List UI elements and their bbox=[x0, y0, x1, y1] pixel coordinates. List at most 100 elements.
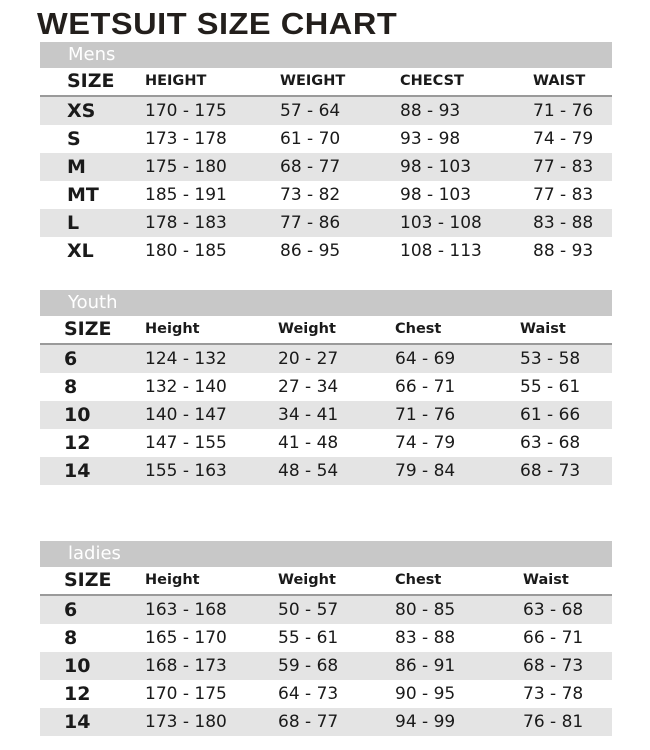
column-header-chest: CHECST bbox=[400, 73, 464, 89]
column-header-chest: Chest bbox=[395, 572, 442, 588]
cell-weight: 34 - 41 bbox=[278, 405, 339, 425]
cell-height: 147 - 155 bbox=[145, 433, 227, 453]
cell-waist: 88 - 93 bbox=[533, 241, 594, 261]
cell-waist: 77 - 83 bbox=[533, 185, 594, 205]
cell-size: 6 bbox=[64, 348, 78, 370]
cell-chest: 108 - 113 bbox=[400, 241, 482, 261]
cell-height: 155 - 163 bbox=[145, 461, 227, 481]
table-row: 8 132 - 140 27 - 34 66 - 71 55 - 61 bbox=[40, 373, 612, 401]
cell-waist: 63 - 68 bbox=[520, 433, 581, 453]
cell-weight: 61 - 70 bbox=[280, 129, 341, 149]
cell-chest: 80 - 85 bbox=[395, 600, 456, 620]
youth-size-table: Youth SIZE Height Weight Chest Waist 6 124 - 13… bbox=[40, 290, 612, 485]
cell-weight: 77 - 86 bbox=[280, 213, 341, 233]
cell-height: 140 - 147 bbox=[145, 405, 227, 425]
cell-size: L bbox=[67, 212, 80, 234]
ladies-size-table: ladies SIZE Height Weight Chest Waist 6 163 - 1… bbox=[40, 541, 612, 736]
cell-weight: 27 - 34 bbox=[278, 377, 339, 397]
cell-size: XS bbox=[67, 100, 96, 122]
table-row: 14 155 - 163 48 - 54 79 - 84 68 - 73 bbox=[40, 457, 612, 485]
cell-weight: 68 - 77 bbox=[278, 712, 339, 732]
cell-chest: 66 - 71 bbox=[395, 377, 456, 397]
cell-size: 10 bbox=[64, 404, 91, 426]
cell-chest: 64 - 69 bbox=[395, 349, 456, 369]
column-header-chest: Chest bbox=[395, 321, 442, 337]
column-header-size: SIZE bbox=[67, 70, 115, 92]
cell-height: 175 - 180 bbox=[145, 157, 227, 177]
header-row: SIZE Height Weight Chest Waist bbox=[40, 567, 612, 596]
cell-size: 12 bbox=[64, 432, 91, 454]
cell-size: 14 bbox=[64, 460, 91, 482]
table-row: 8 165 - 170 55 - 61 83 - 88 66 - 71 bbox=[40, 624, 612, 652]
cell-height: 163 - 168 bbox=[145, 600, 227, 620]
cell-weight: 64 - 73 bbox=[278, 684, 339, 704]
table-row: 12 170 - 175 64 - 73 90 - 95 73 - 78 bbox=[40, 680, 612, 708]
cell-weight: 20 - 27 bbox=[278, 349, 339, 369]
cell-waist: 73 - 78 bbox=[523, 684, 584, 704]
section-label: ladies bbox=[40, 541, 612, 567]
cell-height: 173 - 180 bbox=[145, 712, 227, 732]
section-label: Mens bbox=[40, 42, 612, 68]
cell-height: 124 - 132 bbox=[145, 349, 227, 369]
cell-waist: 71 - 76 bbox=[533, 101, 594, 121]
cell-height: 185 - 191 bbox=[145, 185, 227, 205]
cell-chest: 94 - 99 bbox=[395, 712, 456, 732]
header-row: SIZE Height Weight Chest Waist bbox=[40, 316, 612, 345]
cell-chest: 90 - 95 bbox=[395, 684, 456, 704]
table-row: M 175 - 180 68 - 77 98 - 103 77 - 83 bbox=[40, 153, 612, 181]
cell-weight: 50 - 57 bbox=[278, 600, 339, 620]
page-title: WETSUIT SIZE CHART bbox=[37, 6, 398, 41]
cell-size: 12 bbox=[64, 683, 91, 705]
cell-waist: 83 - 88 bbox=[533, 213, 594, 233]
table-row: 6 163 - 168 50 - 57 80 - 85 63 - 68 bbox=[40, 596, 612, 624]
table-row: L 178 - 183 77 - 86 103 - 108 83 - 88 bbox=[40, 209, 612, 237]
cell-chest: 86 - 91 bbox=[395, 656, 456, 676]
mens-size-table: Mens SIZE HEIGHT WEIGHT CHECST WAIST XS 170 - 1… bbox=[40, 42, 612, 265]
cell-waist: 68 - 73 bbox=[523, 656, 584, 676]
cell-chest: 98 - 103 bbox=[400, 157, 472, 177]
table-row: XS 170 - 175 57 - 64 88 - 93 71 - 76 bbox=[40, 97, 612, 125]
cell-weight: 55 - 61 bbox=[278, 628, 339, 648]
cell-chest: 79 - 84 bbox=[395, 461, 456, 481]
table-row: 6 124 - 132 20 - 27 64 - 69 53 - 58 bbox=[40, 345, 612, 373]
cell-weight: 41 - 48 bbox=[278, 433, 339, 453]
cell-size: M bbox=[67, 156, 86, 178]
column-header-weight: WEIGHT bbox=[280, 73, 346, 89]
column-header-waist: Waist bbox=[523, 572, 569, 588]
column-header-size: SIZE bbox=[64, 318, 112, 340]
cell-size: MT bbox=[67, 184, 99, 206]
cell-weight: 57 - 64 bbox=[280, 101, 341, 121]
column-header-waist: Waist bbox=[520, 321, 566, 337]
cell-size: S bbox=[67, 128, 81, 150]
cell-chest: 98 - 103 bbox=[400, 185, 472, 205]
cell-size: XL bbox=[67, 240, 94, 262]
cell-waist: 68 - 73 bbox=[520, 461, 581, 481]
cell-height: 170 - 175 bbox=[145, 101, 227, 121]
cell-size: 6 bbox=[64, 599, 78, 621]
table-row: S 173 - 178 61 - 70 93 - 98 74 - 79 bbox=[40, 125, 612, 153]
column-header-height: Height bbox=[145, 321, 200, 337]
column-header-weight: Weight bbox=[278, 321, 336, 337]
cell-weight: 73 - 82 bbox=[280, 185, 341, 205]
cell-weight: 48 - 54 bbox=[278, 461, 339, 481]
column-header-height: HEIGHT bbox=[145, 73, 207, 89]
cell-height: 132 - 140 bbox=[145, 377, 227, 397]
cell-waist: 53 - 58 bbox=[520, 349, 581, 369]
table-row: 10 168 - 173 59 - 68 86 - 91 68 - 73 bbox=[40, 652, 612, 680]
header-row: SIZE HEIGHT WEIGHT CHECST WAIST bbox=[40, 68, 612, 97]
cell-height: 170 - 175 bbox=[145, 684, 227, 704]
column-header-weight: Weight bbox=[278, 572, 336, 588]
cell-chest: 103 - 108 bbox=[400, 213, 482, 233]
cell-weight: 59 - 68 bbox=[278, 656, 339, 676]
cell-waist: 66 - 71 bbox=[523, 628, 584, 648]
cell-height: 180 - 185 bbox=[145, 241, 227, 261]
cell-waist: 76 - 81 bbox=[523, 712, 584, 732]
cell-size: 14 bbox=[64, 711, 91, 733]
cell-waist: 74 - 79 bbox=[533, 129, 594, 149]
cell-chest: 83 - 88 bbox=[395, 628, 456, 648]
table-row: 10 140 - 147 34 - 41 71 - 76 61 - 66 bbox=[40, 401, 612, 429]
cell-size: 10 bbox=[64, 655, 91, 677]
cell-weight: 68 - 77 bbox=[280, 157, 341, 177]
cell-height: 178 - 183 bbox=[145, 213, 227, 233]
cell-size: 8 bbox=[64, 376, 78, 398]
